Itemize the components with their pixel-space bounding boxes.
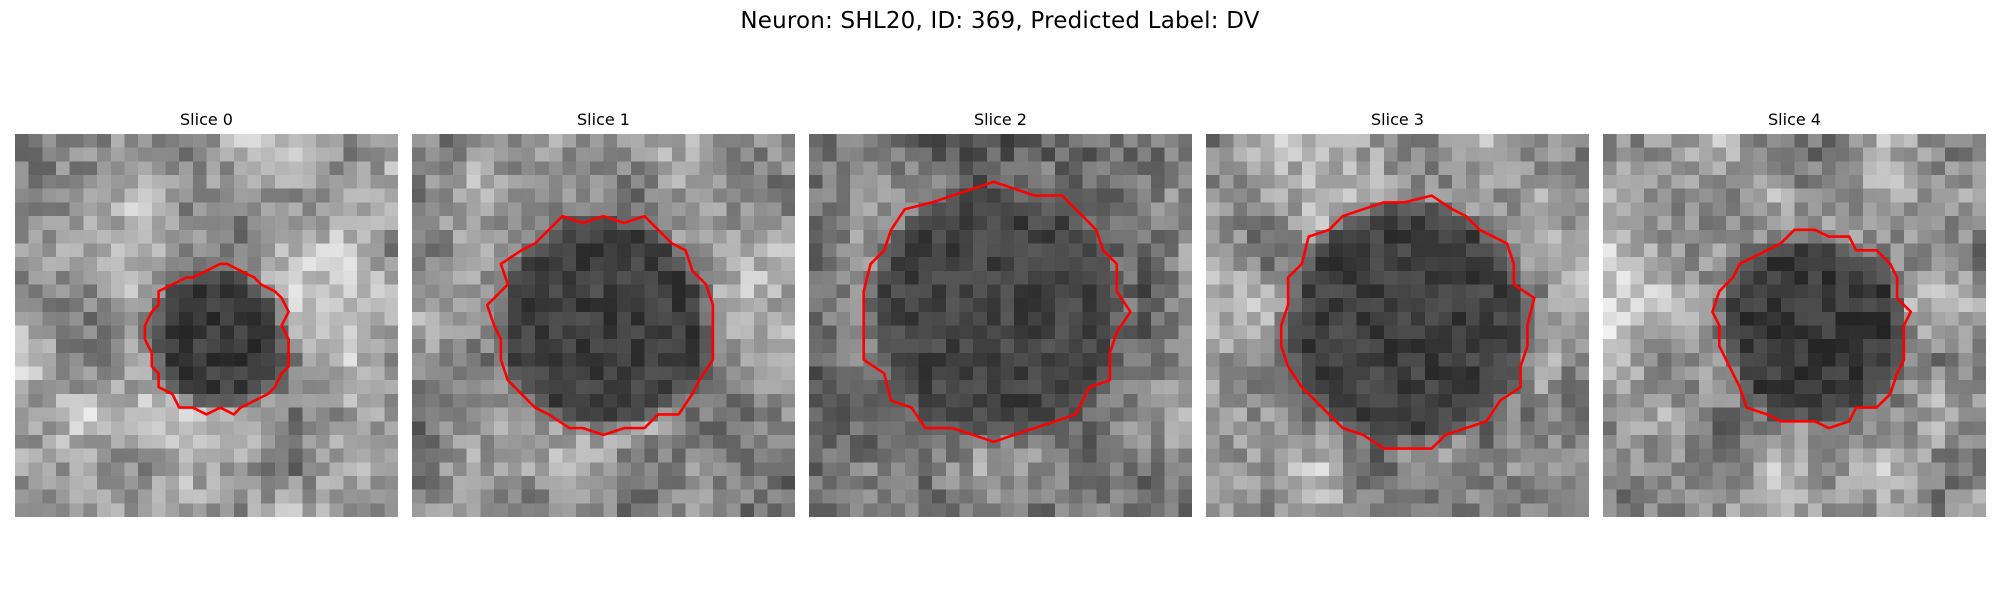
slice-title: Slice 4 (1768, 110, 1821, 129)
figure-title: Neuron: SHL20, ID: 369, Predicted Label:… (740, 8, 1260, 34)
slice-title: Slice 2 (974, 110, 1027, 129)
slice-svg (412, 134, 795, 517)
slice-panel-1: Slice 1 (412, 108, 795, 517)
slice-title: Slice 1 (577, 110, 630, 129)
slice-image-0 (15, 134, 398, 517)
roi-contour (1711, 228, 1913, 430)
slice-panel-3: Slice 3 (1206, 108, 1589, 517)
pixel-grid (15, 134, 398, 517)
slice-svg (809, 134, 1192, 517)
roi-contour (485, 214, 715, 437)
roi-contour (143, 262, 290, 416)
slice-image-4 (1603, 134, 1986, 517)
slice-svg (15, 134, 398, 517)
slice-svg (1206, 134, 1589, 517)
pixel-grid (1206, 134, 1589, 517)
slice-panel-4: Slice 4 (1603, 108, 1986, 517)
pixel-grid (412, 134, 795, 517)
pixel-grid (809, 134, 1192, 517)
slice-panel-0: Slice 0 (15, 108, 398, 517)
slice-panel-2: Slice 2 (809, 108, 1192, 517)
slice-image-1 (412, 134, 795, 517)
roi-contour (1279, 194, 1536, 450)
slice-title: Slice 0 (180, 110, 233, 129)
slice-svg (1603, 134, 1986, 517)
slice-image-2 (809, 134, 1192, 517)
pixel-grid (1603, 134, 1986, 517)
roi-contour (862, 180, 1132, 444)
slice-image-3 (1206, 134, 1589, 517)
slice-title: Slice 3 (1371, 110, 1424, 129)
